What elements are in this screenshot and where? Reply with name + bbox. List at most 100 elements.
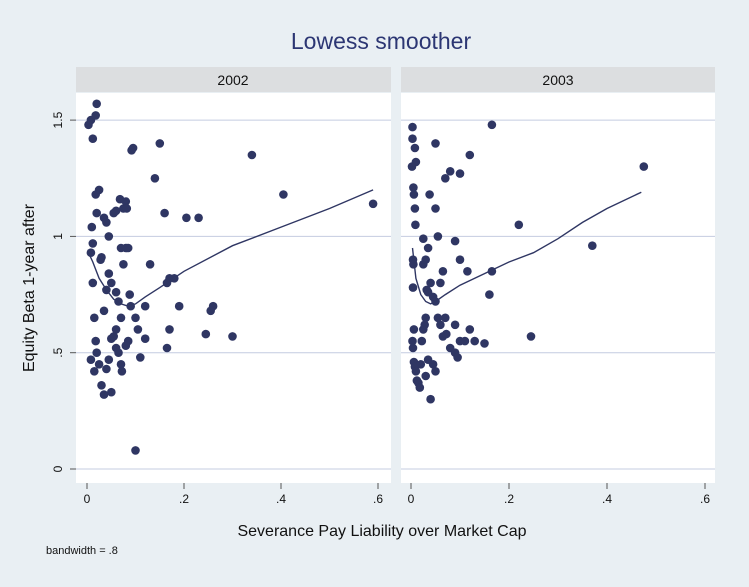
y-axis-label: Equity Beta 1-year after xyxy=(21,203,38,372)
plot-area-2003 xyxy=(401,93,715,483)
x-tick-label-2002-3: .6 xyxy=(373,492,383,506)
point-2003-0 xyxy=(408,122,417,132)
point-2003-7 xyxy=(410,204,420,213)
point-2003-71 xyxy=(436,278,445,288)
x-tick-label-2003-3: .6 xyxy=(700,492,710,506)
point-2002-80 xyxy=(279,190,288,199)
point-2002-28 xyxy=(107,278,116,288)
y-tick-label-1: .5 xyxy=(51,347,65,357)
point-2002-23 xyxy=(109,332,118,341)
panel-2003: 2003 0 .2 .4 .6 xyxy=(401,67,715,506)
point-2003-54 xyxy=(480,339,489,348)
y-ticks: 0 .5 1 1.5 xyxy=(51,111,76,472)
point-2002-14 xyxy=(92,348,101,358)
point-2002-35 xyxy=(102,218,111,227)
x-ticks-2003: 0 .2 .4 .6 xyxy=(408,483,710,506)
point-2002-52 xyxy=(116,360,126,369)
point-2003-13 xyxy=(408,336,417,346)
point-2003-46 xyxy=(455,255,465,264)
point-2002-69 xyxy=(162,343,172,353)
point-2003-8 xyxy=(411,220,420,230)
point-2002-47 xyxy=(125,290,134,299)
point-2002-12 xyxy=(90,313,99,323)
x-tick-label-2003-2: .4 xyxy=(602,492,612,506)
panel-strip-2003 xyxy=(401,67,715,92)
point-2002-62 xyxy=(127,146,136,155)
point-2003-11 xyxy=(408,283,418,292)
point-2003-1 xyxy=(408,134,417,143)
point-2002-26 xyxy=(99,306,109,316)
point-2003-6 xyxy=(409,190,419,199)
point-2003-65 xyxy=(431,367,440,376)
point-2002-36 xyxy=(104,232,114,241)
panel-label-2003: 2003 xyxy=(542,72,573,88)
point-2003-36 xyxy=(419,234,428,243)
gridlines-2002 xyxy=(76,119,391,470)
point-2003-10 xyxy=(409,260,418,269)
point-2003-61 xyxy=(639,162,649,171)
point-2003-24 xyxy=(420,320,430,330)
point-2002-7 xyxy=(92,208,101,218)
panel-2002: 2002 0 .2 .4 .6 xyxy=(76,67,391,506)
point-2002-16 xyxy=(86,355,96,365)
point-2002-20 xyxy=(102,364,111,374)
lowess-line-2002 xyxy=(87,189,374,307)
point-2003-5 xyxy=(409,183,418,192)
point-2002-33 xyxy=(96,255,105,264)
point-2003-34 xyxy=(421,255,431,264)
point-2002-11 xyxy=(88,278,98,288)
point-2002-65 xyxy=(155,139,165,148)
points-2002 xyxy=(84,99,378,455)
point-2003-44 xyxy=(465,150,475,160)
point-2003-4 xyxy=(407,162,417,171)
point-2002-60 xyxy=(140,301,150,311)
x-tick-label-2002-1: .2 xyxy=(179,492,189,506)
panel-label-2002: 2002 xyxy=(217,72,248,88)
point-2003-73 xyxy=(426,394,435,404)
point-2002-51 xyxy=(114,348,123,358)
point-2003-42 xyxy=(445,167,455,176)
point-2002-56 xyxy=(131,313,140,323)
point-2002-59 xyxy=(140,334,150,344)
point-2002-10 xyxy=(86,248,96,257)
point-2002-74 xyxy=(194,213,203,223)
point-2002-4 xyxy=(92,99,101,109)
point-2002-41 xyxy=(121,197,131,206)
point-2002-57 xyxy=(133,325,143,334)
point-2003-69 xyxy=(450,320,460,330)
point-2003-72 xyxy=(438,267,448,276)
point-2003-43 xyxy=(455,169,465,178)
point-2002-58 xyxy=(136,353,145,362)
point-2003-51 xyxy=(460,336,470,346)
point-2003-63 xyxy=(423,355,433,365)
point-2003-14 xyxy=(408,343,418,353)
point-2002-78 xyxy=(228,332,237,341)
point-2003-53 xyxy=(470,336,480,346)
point-2002-81 xyxy=(368,199,378,209)
point-2002-44 xyxy=(119,260,128,269)
point-2002-15 xyxy=(94,360,104,369)
x-tick-label-2002-2: .4 xyxy=(276,492,286,506)
x-tick-label-2003-1: .2 xyxy=(504,492,514,506)
point-2002-46 xyxy=(123,243,133,253)
point-2002-73 xyxy=(182,213,191,223)
panel-strip-2002 xyxy=(76,67,391,92)
point-2002-19 xyxy=(99,390,109,399)
point-2003-70 xyxy=(453,353,462,362)
point-2003-22 xyxy=(417,336,427,346)
point-2002-79 xyxy=(247,150,257,160)
point-2002-18 xyxy=(97,381,106,390)
point-2003-40 xyxy=(431,139,440,148)
point-2002-17 xyxy=(90,367,99,376)
point-2002-13 xyxy=(91,336,100,346)
point-2003-59 xyxy=(526,332,536,341)
point-2002-9 xyxy=(88,239,98,248)
point-2003-21 xyxy=(416,360,426,369)
point-2003-47 xyxy=(463,267,472,276)
x-axis-label: Severance Pay Liability over Market Cap xyxy=(237,523,526,540)
chart-title: Lowess smoother xyxy=(291,28,472,54)
point-2002-50 xyxy=(111,325,121,334)
y-tick-label-2: 1 xyxy=(51,233,65,240)
point-2002-55 xyxy=(123,336,133,346)
point-2003-32 xyxy=(436,320,445,330)
